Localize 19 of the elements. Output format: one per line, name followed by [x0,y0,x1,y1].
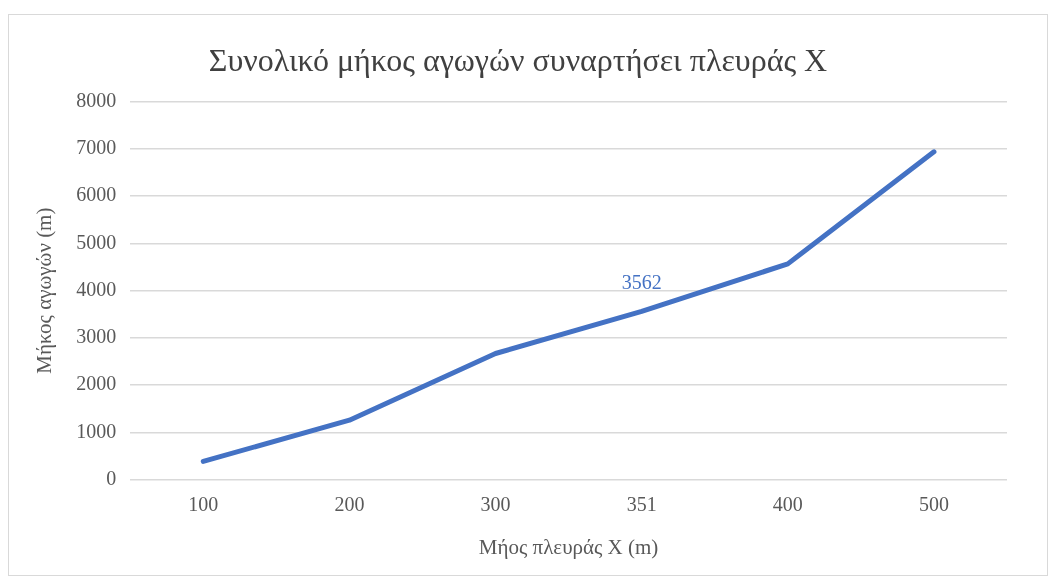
y-tick-label: 8000 [76,88,117,111]
y-tick-label: 4000 [76,277,117,300]
chart-title: Συνολικό μήκος αγωγών συναρτήσει πλευράς X [208,41,828,78]
x-tick-label: 400 [772,493,803,516]
y-tick-label: 6000 [76,183,117,206]
x-tick-label: 500 [918,493,949,516]
y-tick-label: 0 [106,467,117,490]
y-axis-title: Μήκος αγωγών (m) [32,207,57,374]
x-tick-label: 200 [334,493,365,516]
x-tick-label: 300 [480,493,511,516]
y-tick-label: 7000 [76,135,117,158]
y-tick-label: 2000 [76,372,117,395]
y-tick-label: 5000 [76,230,117,253]
y-tick-label: 1000 [76,419,117,442]
y-tick-label: 3000 [76,325,117,348]
data-label: 3562 [621,270,662,293]
x-tick-label: 100 [188,493,219,516]
x-tick-label: 351 [626,493,657,516]
x-axis-title: Μήος πλευράς X (m) [478,534,659,559]
